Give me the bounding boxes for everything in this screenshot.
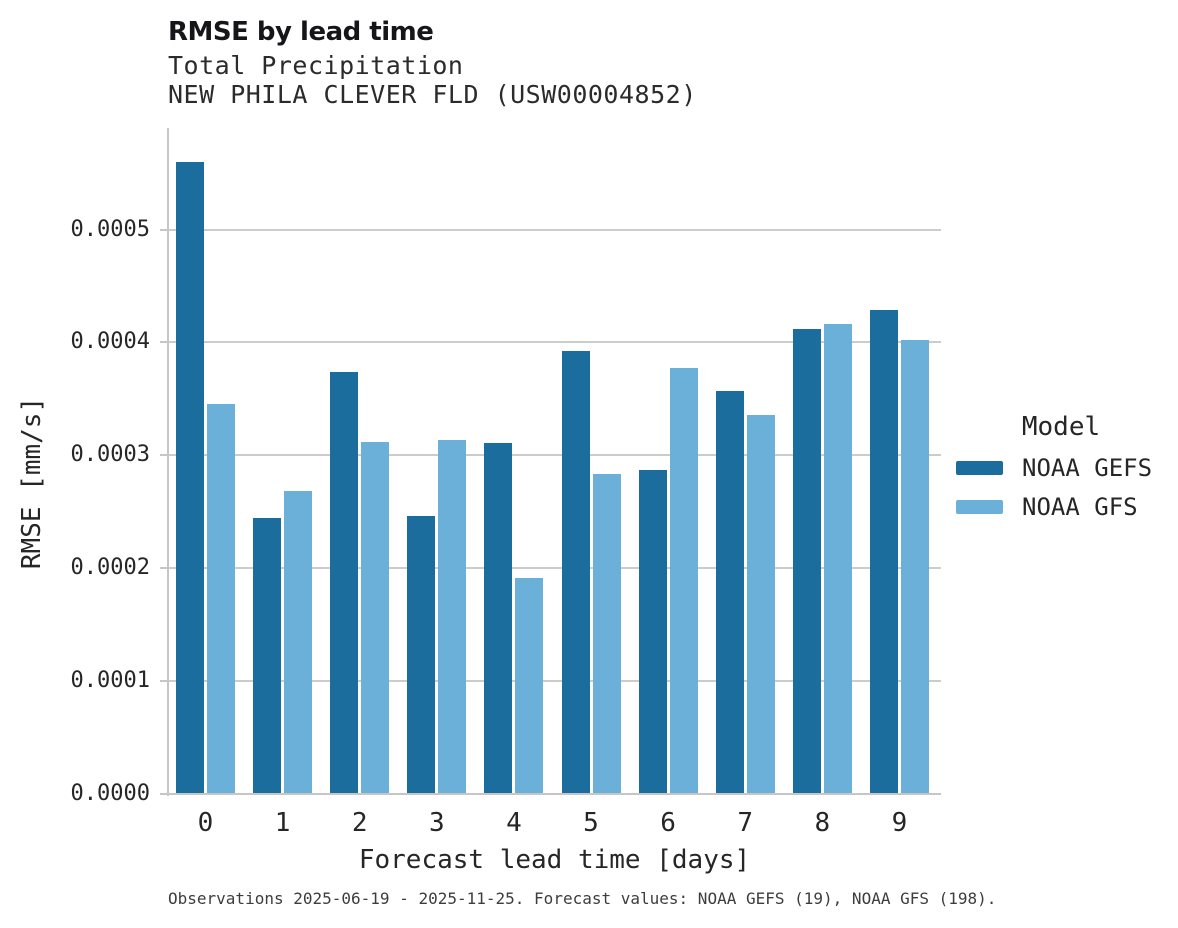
y-tick-mark-0.0001: [160, 679, 168, 682]
x-axis-title: Forecast lead time [days]: [358, 845, 751, 875]
chart-title: RMSE by lead time: [168, 17, 434, 47]
y-tick-label-0.0001: 0.0001: [70, 667, 150, 693]
y-tick-mark-0.0005: [160, 228, 168, 231]
bar-noaa-gfs-lead-1: [284, 491, 313, 794]
bar-noaa-gefs-lead-1: [253, 518, 282, 794]
x-tick-label-0: 0: [197, 808, 214, 838]
legend-label-noaa-gefs: NOAA GEFS: [1022, 454, 1153, 482]
y-gridline: [168, 341, 941, 344]
y-tick-mark-0.0003: [160, 454, 168, 457]
bar-noaa-gefs-lead-0: [176, 161, 204, 794]
bar-noaa-gefs-lead-9: [869, 309, 898, 794]
footer-note: Observations 2025-06-19 - 2025-11-25. Fo…: [168, 889, 997, 908]
bar-noaa-gefs-lead-5: [561, 351, 590, 794]
bar-noaa-gfs-lead-0: [207, 404, 235, 794]
bar-noaa-gefs-lead-8: [792, 328, 821, 794]
y-tick-label-0.0004: 0.0004: [70, 329, 150, 355]
y-axis-title: RMSE [mm/s]: [17, 396, 47, 570]
y-gridline: [168, 228, 941, 231]
x-tick-label-4: 4: [506, 808, 522, 838]
y-tick-label-0.0000: 0.0000: [70, 780, 150, 806]
legend-label-noaa-gfs: NOAA GFS: [1022, 493, 1138, 521]
bar-noaa-gfs-lead-9: [900, 340, 929, 794]
chart-subtitle-variable: Total Precipitation: [168, 51, 464, 80]
x-tick-label-8: 8: [814, 808, 831, 838]
bar-noaa-gfs-lead-7: [746, 414, 775, 794]
y-gridline: [168, 679, 941, 682]
legend-swatch-noaa-gfs: [956, 500, 1003, 514]
bar-noaa-gfs-lead-2: [361, 441, 390, 794]
y-tick-label-0.0002: 0.0002: [70, 554, 150, 580]
bar-noaa-gefs-lead-6: [638, 469, 667, 794]
legend-entry-noaa-gfs: NOAA GFS: [956, 493, 1166, 521]
legend-title: Model: [1021, 412, 1101, 442]
x-tick-label-6: 6: [660, 808, 676, 838]
y-gridline: [168, 566, 941, 569]
y-tick-mark-0.0000: [160, 792, 168, 795]
bar-noaa-gefs-lead-7: [715, 390, 744, 794]
bar-noaa-gfs-lead-4: [515, 578, 544, 794]
y-gridline: [168, 454, 941, 457]
x-tick-label-3: 3: [428, 808, 445, 838]
legend-swatch-noaa-gefs: [956, 461, 1003, 475]
x-tick-label-7: 7: [737, 808, 754, 838]
y-tick-mark-0.0002: [160, 566, 168, 569]
bar-noaa-gfs-lead-3: [438, 440, 467, 794]
x-tick-label-1: 1: [274, 808, 291, 838]
chart-subtitle-station: NEW PHILA CLEVER FLD (USW00004852): [168, 80, 697, 109]
bar-noaa-gfs-lead-6: [669, 368, 698, 794]
legend-entry-noaa-gefs: NOAA GEFS: [956, 454, 1166, 482]
legend: Model NOAA GEFS NOAA GFS: [956, 412, 1166, 532]
x-tick-label-2: 2: [351, 808, 368, 838]
x-axis-spine: [168, 792, 941, 795]
x-tick-label-5: 5: [583, 808, 599, 838]
bar-noaa-gefs-lead-4: [484, 442, 513, 794]
x-tick-label-9: 9: [891, 808, 908, 838]
bar-noaa-gefs-lead-3: [407, 516, 436, 794]
bar-noaa-gfs-lead-8: [823, 324, 852, 794]
y-tick-label-0.0003: 0.0003: [70, 442, 150, 468]
bar-noaa-gfs-lead-5: [592, 474, 621, 794]
y-tick-mark-0.0004: [160, 341, 168, 344]
y-axis-spine: [166, 128, 169, 796]
y-tick-label-0.0005: 0.0005: [70, 216, 150, 242]
bar-noaa-gefs-lead-2: [330, 371, 359, 794]
